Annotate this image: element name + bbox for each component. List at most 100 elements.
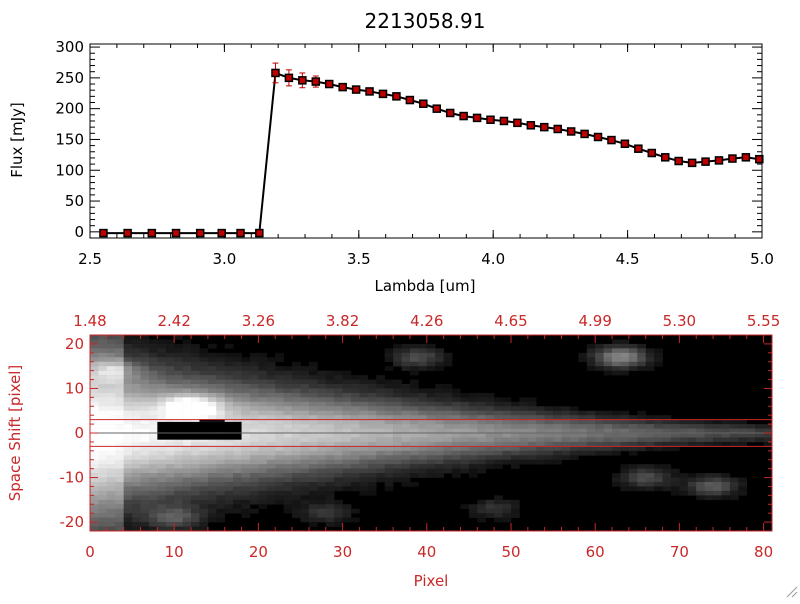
image-pixel bbox=[721, 441, 731, 447]
image-x-axis-label: Pixel bbox=[414, 572, 449, 590]
image-pixel bbox=[148, 343, 158, 349]
image-pixel bbox=[435, 410, 444, 416]
image-pixel bbox=[401, 468, 411, 474]
y-tick-label: 150 bbox=[55, 130, 84, 148]
image-pixel bbox=[115, 410, 124, 416]
image-pixel bbox=[191, 477, 200, 483]
image-pixel bbox=[494, 517, 503, 523]
image-pixel bbox=[645, 357, 655, 363]
image-pixel bbox=[249, 455, 259, 461]
image-pixel bbox=[308, 473, 318, 478]
image-pixel bbox=[266, 428, 276, 434]
image-pixel bbox=[165, 392, 175, 398]
data-point bbox=[445, 108, 455, 118]
image-pixel bbox=[224, 343, 234, 349]
image-pixel bbox=[157, 410, 167, 416]
image-pixel bbox=[527, 437, 537, 443]
image-pixel bbox=[612, 339, 621, 345]
image-pixel bbox=[191, 348, 200, 354]
image-pixel bbox=[334, 513, 343, 518]
image-pixel bbox=[249, 419, 259, 425]
image-pixel bbox=[191, 379, 200, 385]
image-pixel bbox=[670, 433, 680, 438]
image-pixel bbox=[115, 415, 124, 420]
image-pixel bbox=[325, 410, 335, 416]
image-pixel bbox=[174, 410, 183, 416]
image-pixel bbox=[233, 370, 242, 376]
image-pixel bbox=[140, 437, 150, 443]
image-pixel bbox=[384, 428, 394, 434]
image-pixel bbox=[249, 450, 259, 456]
image-pixel bbox=[207, 517, 217, 523]
image-pixel bbox=[561, 419, 571, 425]
image-pixel bbox=[90, 473, 99, 478]
image-pixel bbox=[460, 464, 470, 469]
image-pixel bbox=[90, 464, 99, 469]
image-pixel bbox=[308, 366, 318, 371]
image-pixel bbox=[494, 428, 503, 434]
image-pixel bbox=[519, 446, 529, 452]
image-pixel bbox=[687, 433, 697, 438]
image-pixel bbox=[645, 437, 655, 443]
image-pixel bbox=[662, 464, 672, 469]
image-pixel bbox=[258, 464, 268, 469]
image-pixel bbox=[292, 397, 301, 403]
image-pixel bbox=[519, 397, 529, 403]
image-pixel bbox=[140, 508, 150, 514]
image-pixel bbox=[157, 397, 167, 403]
image-pixel bbox=[409, 406, 419, 412]
image-pixel bbox=[90, 504, 99, 510]
image-pixel bbox=[165, 513, 175, 518]
image-pixel bbox=[317, 504, 327, 510]
image-pixel bbox=[241, 424, 251, 429]
resize-grip-icon[interactable] bbox=[784, 584, 798, 598]
image-pixel bbox=[233, 450, 242, 456]
image-pixel bbox=[283, 384, 293, 389]
image-pixel bbox=[174, 384, 183, 389]
image-pixel bbox=[123, 499, 133, 505]
image-pixel bbox=[233, 388, 242, 394]
image-pixel bbox=[334, 397, 343, 403]
image-pixel bbox=[325, 455, 335, 461]
image-pixel bbox=[317, 410, 327, 416]
image-pixel bbox=[317, 437, 327, 443]
image-pixel bbox=[401, 410, 411, 416]
image-pixel bbox=[258, 401, 268, 407]
image-pixel bbox=[140, 335, 150, 340]
image-pixel bbox=[317, 486, 327, 492]
image-pixel bbox=[645, 415, 655, 420]
image-pixel bbox=[510, 415, 520, 420]
image-pixel bbox=[191, 406, 200, 412]
image-pixel bbox=[182, 477, 192, 483]
image-pixel bbox=[148, 455, 158, 461]
image-pixel bbox=[435, 428, 444, 434]
image-pixel bbox=[207, 401, 217, 407]
image-pixel bbox=[325, 495, 335, 501]
image-pixel bbox=[106, 343, 116, 349]
image-pixel bbox=[233, 490, 242, 496]
image-pixel bbox=[283, 446, 293, 452]
image-pixel bbox=[132, 343, 141, 349]
data-point bbox=[338, 82, 347, 92]
image-pixel bbox=[241, 459, 251, 465]
image-pixel bbox=[132, 464, 141, 469]
image-pixel bbox=[233, 473, 242, 478]
image-pixel bbox=[704, 433, 714, 438]
image-pixel bbox=[191, 366, 200, 371]
image-pixel bbox=[157, 508, 167, 514]
image-pixel bbox=[325, 397, 335, 403]
image-pixel bbox=[376, 384, 385, 389]
data-point bbox=[284, 73, 294, 83]
image-pixel bbox=[308, 437, 318, 443]
image-pixel bbox=[637, 410, 646, 416]
image-pixel bbox=[275, 397, 284, 403]
image-pixel bbox=[106, 508, 116, 514]
image-pixel bbox=[494, 415, 503, 420]
image-pixel bbox=[519, 424, 529, 429]
image-pixel bbox=[628, 468, 638, 474]
image-pixel bbox=[612, 348, 621, 354]
data-point bbox=[553, 124, 562, 134]
image-pixel bbox=[106, 424, 116, 429]
image-pixel bbox=[637, 473, 646, 478]
image-pixel bbox=[620, 441, 630, 447]
